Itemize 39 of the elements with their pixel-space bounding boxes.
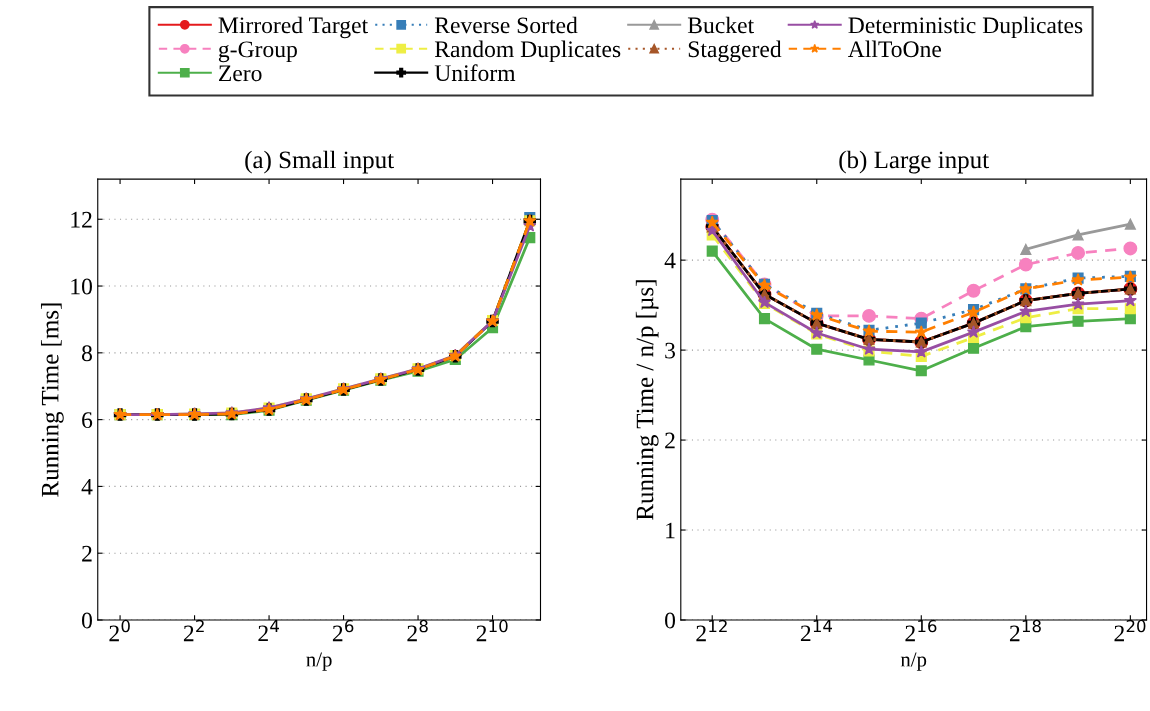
x-axis-title: n/p xyxy=(306,652,332,671)
x-tick-label: 2$^{20}$ xyxy=(1114,619,1146,642)
y-axis-title: Running Time / n/p [µs] xyxy=(635,280,659,520)
legend-label: Uniform xyxy=(434,64,516,82)
legend-label: Random Duplicates xyxy=(434,40,621,62)
x-tick-label: 2$^{4}$ xyxy=(258,619,279,642)
legend-label: Reverse Sorted xyxy=(434,16,578,34)
x-tick-label: 2$^{10}$ xyxy=(476,619,508,642)
chart-title: (a) Small input xyxy=(245,150,394,174)
y-tick-label: 0 xyxy=(81,612,92,629)
y-tick-label: 4 xyxy=(81,479,93,495)
legend-label: AllToOne xyxy=(848,40,942,58)
y-tick-label: 8 xyxy=(81,345,92,362)
legend-label: Mirrored Target xyxy=(218,16,368,39)
x-tick-label: 2$^{0}$ xyxy=(109,619,130,642)
x-tick-label: 2$^{2}$ xyxy=(183,619,204,642)
y-tick-label: 10 xyxy=(71,278,92,295)
x-tick-label: 2$^{12}$ xyxy=(696,619,727,642)
chart-title: (b) Large input xyxy=(839,150,989,174)
x-tick-label: 2$^{16}$ xyxy=(905,619,937,642)
x-axis-title: n/p xyxy=(900,652,927,671)
legend-label: Zero xyxy=(219,65,262,82)
y-tick-label: 6 xyxy=(82,412,93,429)
y-tick-label: 12 xyxy=(71,211,92,228)
legend-label: g-Group xyxy=(218,41,297,63)
y-tick-label: 1 xyxy=(666,522,675,539)
x-tick-label: 2$^{18}$ xyxy=(1009,619,1041,642)
x-tick-label: 2$^{8}$ xyxy=(407,619,428,642)
legend-label: Deterministic Duplicates xyxy=(848,16,1083,39)
y-axis-title: Running Time [ms] xyxy=(40,303,64,497)
y-tick-label: 3 xyxy=(665,342,676,359)
x-tick-label: 2$^{14}$ xyxy=(800,619,833,642)
legend-label: Staggered xyxy=(688,40,782,63)
y-tick-label: 2 xyxy=(665,432,675,449)
legend-label: Bucket xyxy=(687,16,754,34)
y-tick-label: 4 xyxy=(664,252,676,269)
y-tick-label: 2 xyxy=(82,545,92,562)
y-tick-label: 0 xyxy=(665,612,676,629)
x-tick-label: 2$^{6}$ xyxy=(332,619,354,642)
